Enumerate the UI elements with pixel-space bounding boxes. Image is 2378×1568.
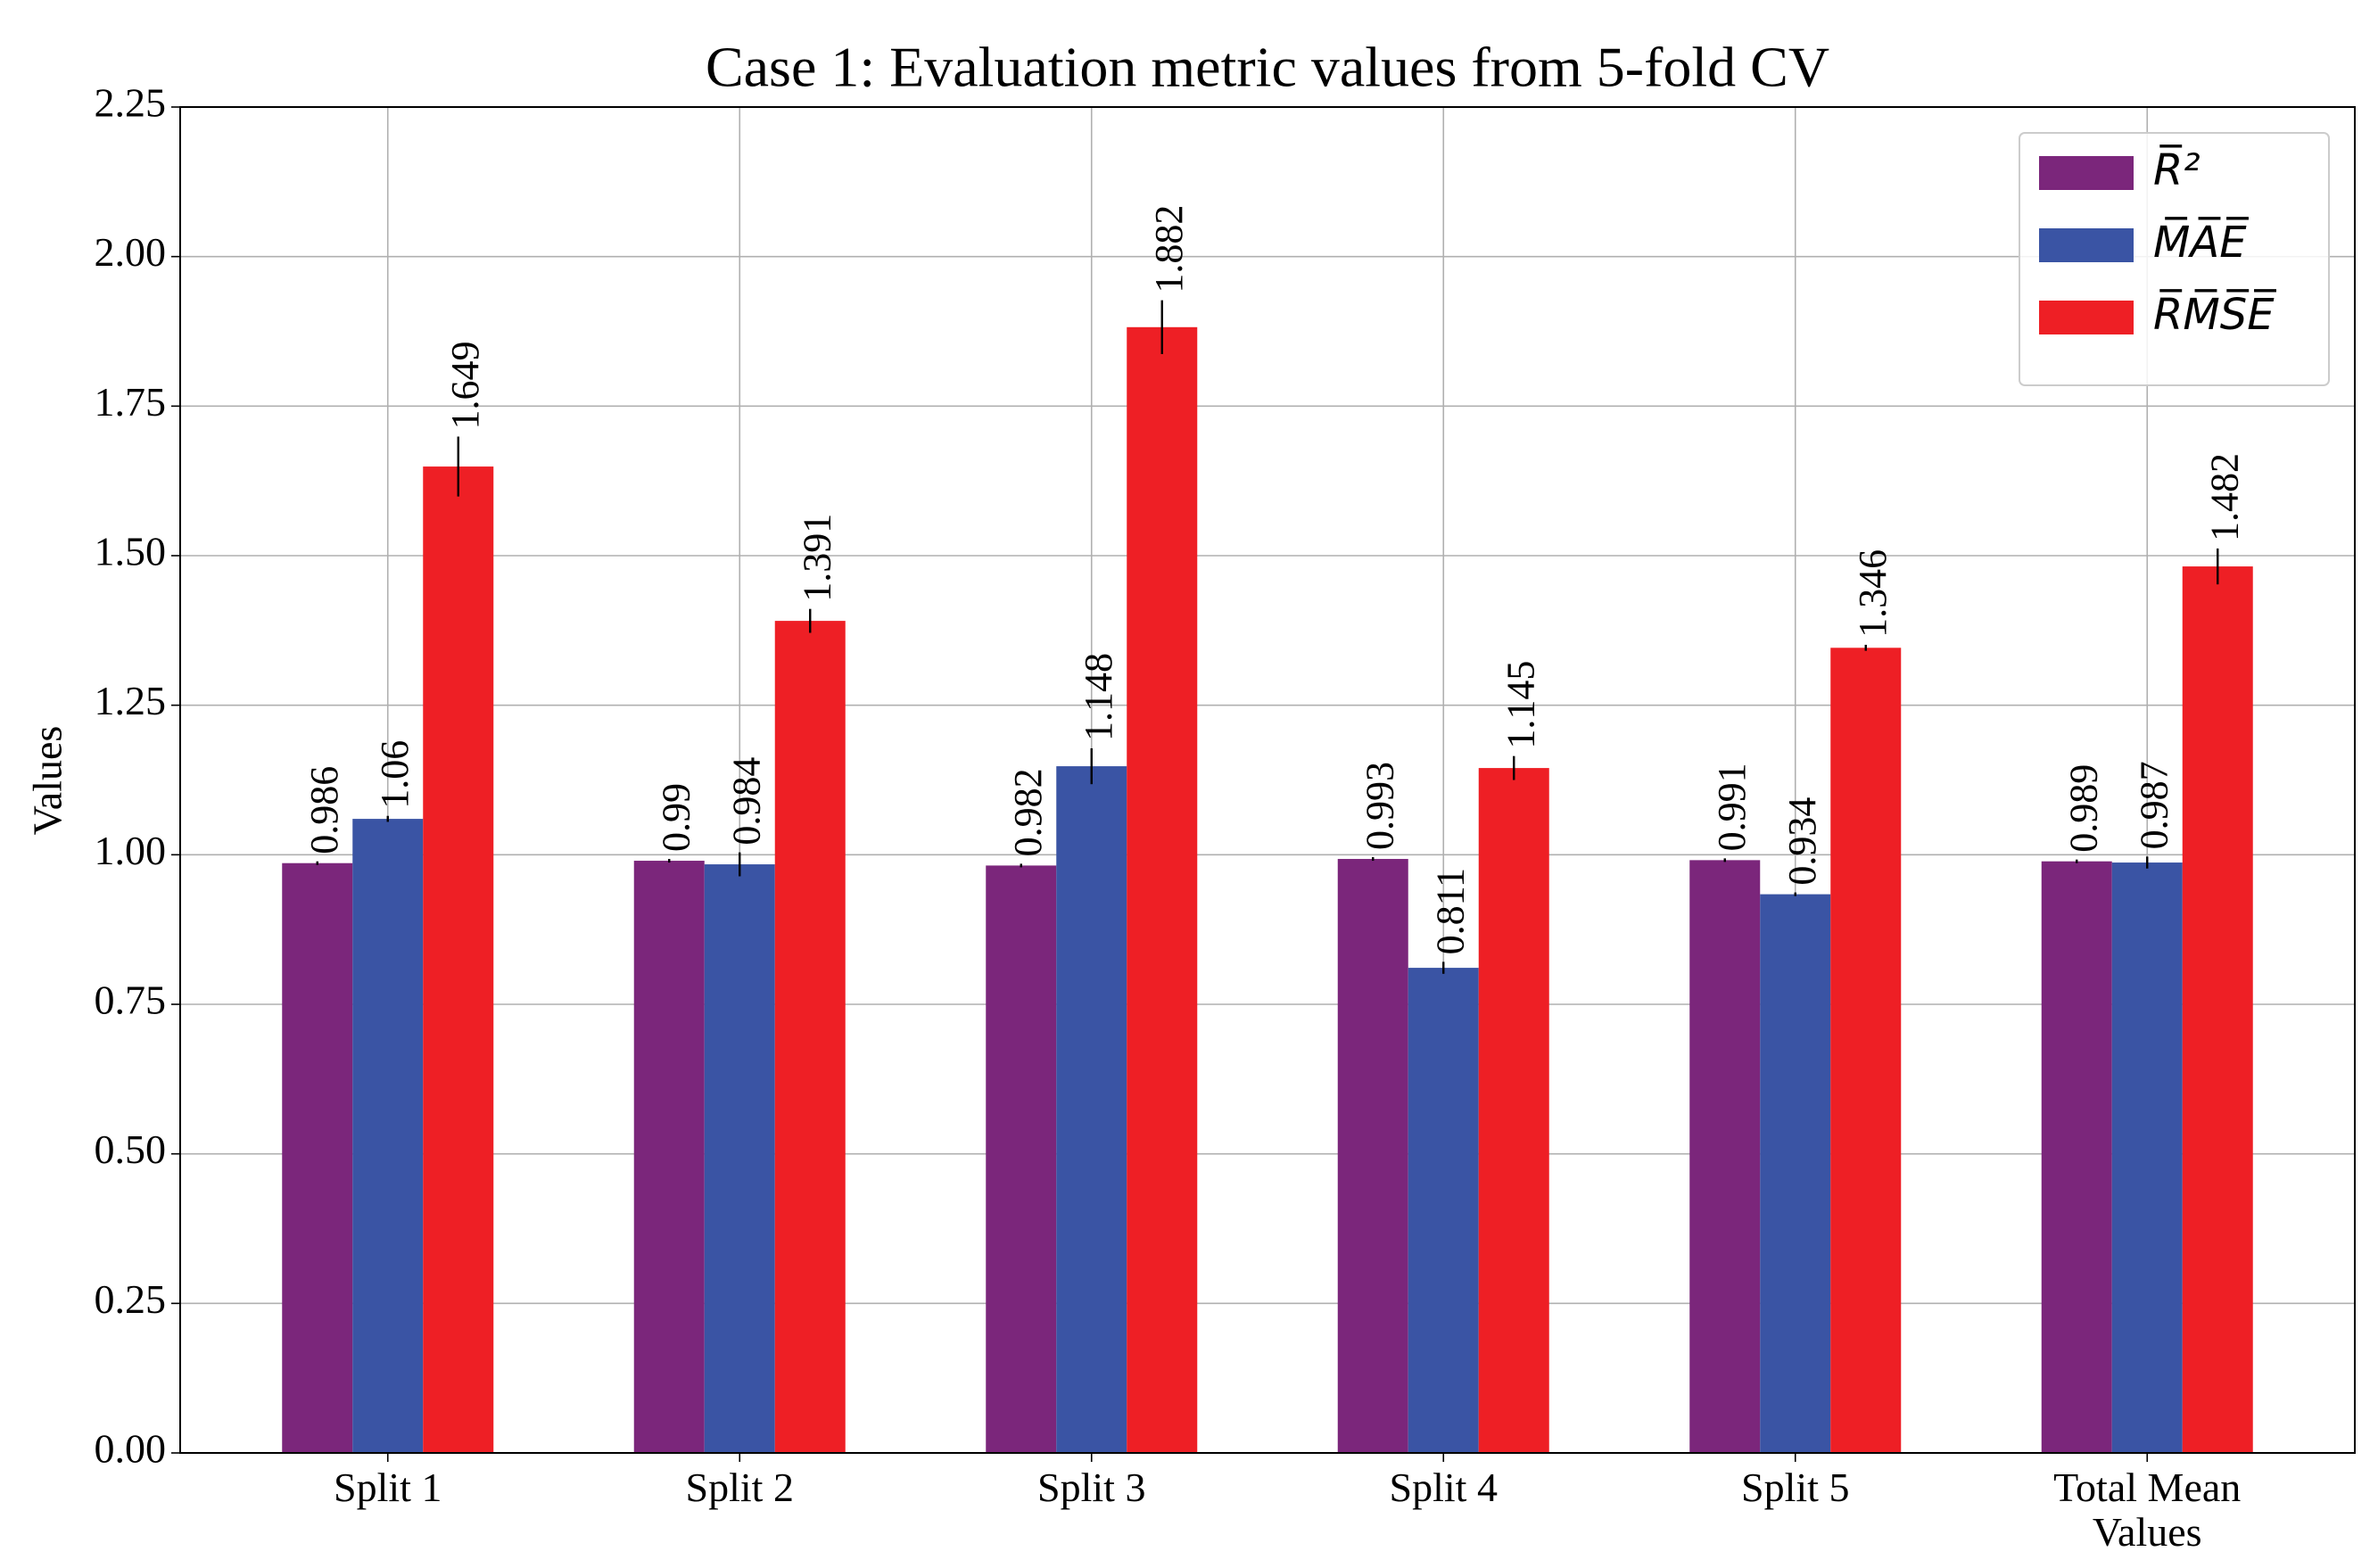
bar	[2041, 861, 2112, 1453]
bar	[282, 862, 353, 1453]
legend-swatch	[2039, 156, 2134, 190]
y-tick-label: 2.25	[95, 80, 167, 126]
value-label: 0.993	[1358, 762, 1401, 850]
value-label: 1.06	[373, 740, 417, 809]
x-tick-label: Total Mean Values	[2053, 1465, 2242, 1555]
legend-swatch	[2039, 301, 2134, 334]
bar	[1760, 894, 1831, 1453]
x-tick-label: Split 5	[1741, 1465, 1850, 1510]
y-tick-label: 0.00	[95, 1426, 167, 1472]
value-label: 0.989	[2061, 764, 2105, 853]
value-label: 0.934	[1780, 797, 1824, 886]
chart-title: Case 1: Evaluation metric values from 5-…	[706, 36, 1829, 99]
x-tick-label: Split 2	[685, 1465, 794, 1510]
bar	[1337, 859, 1408, 1453]
y-tick-label: 0.50	[95, 1126, 167, 1172]
bar	[633, 861, 705, 1453]
y-axis-label: Values	[25, 726, 70, 836]
bar	[986, 865, 1057, 1453]
value-label: 0.811	[1428, 868, 1472, 954]
value-label: 0.982	[1006, 768, 1050, 856]
plot-frame	[179, 106, 2356, 1454]
value-label: 1.649	[443, 342, 487, 430]
bar	[2182, 566, 2253, 1453]
bar	[1127, 326, 1198, 1454]
value-label: 0.99	[654, 783, 698, 852]
bar	[774, 621, 846, 1453]
bar	[1830, 648, 1902, 1453]
legend-label: M̅A̅E̅	[2153, 216, 2249, 268]
value-label: 1.391	[795, 514, 838, 602]
y-tick-label: 0.75	[95, 978, 167, 1023]
bar	[352, 819, 424, 1453]
value-label: 0.991	[1710, 763, 1754, 851]
y-tick-label: 1.50	[95, 529, 167, 574]
bar	[2111, 862, 2183, 1453]
value-label: 1.882	[1147, 205, 1191, 293]
y-tick-label: 1.75	[95, 379, 167, 425]
y-tick-label: 1.25	[95, 678, 167, 723]
bar	[704, 864, 775, 1453]
value-label: 1.482	[2202, 453, 2246, 541]
legend-label: R̅²	[2153, 144, 2200, 195]
y-tick-label: 2.00	[95, 229, 167, 275]
legend-swatch	[2039, 228, 2134, 262]
legend-label: R̅M̅S̅E̅	[2153, 288, 2276, 340]
value-label: 0.986	[302, 766, 346, 854]
y-tick-label: 0.25	[95, 1276, 167, 1322]
value-label: 0.987	[2132, 761, 2176, 849]
x-tick-label: Split 3	[1037, 1465, 1146, 1510]
y-tick-label: 1.00	[95, 828, 167, 873]
x-tick-label: Split 1	[334, 1465, 442, 1510]
bar	[1478, 768, 1549, 1453]
value-label: 0.984	[724, 757, 768, 846]
value-label: 1.148	[1077, 653, 1120, 741]
x-tick-label: Split 4	[1389, 1465, 1498, 1510]
bar	[1056, 766, 1127, 1453]
bar	[1689, 860, 1761, 1453]
bar	[423, 466, 494, 1453]
bar	[1408, 968, 1479, 1453]
value-label: 1.145	[1499, 661, 1542, 749]
value-label: 1.346	[1851, 549, 1895, 638]
